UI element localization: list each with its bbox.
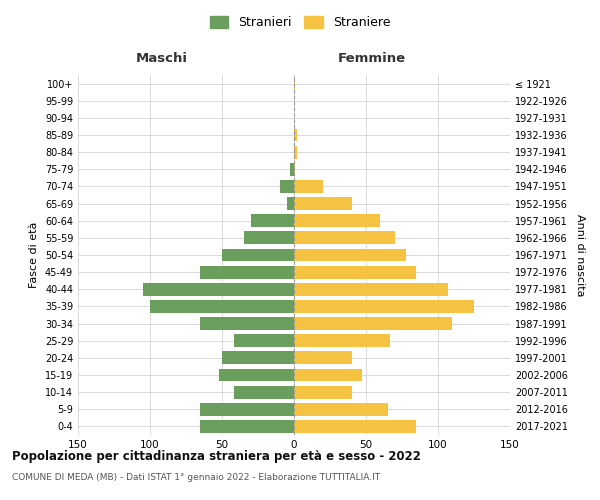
Bar xyxy=(251,214,294,227)
Y-axis label: Anni di nascita: Anni di nascita xyxy=(575,214,584,296)
Bar xyxy=(294,420,416,433)
Bar xyxy=(294,386,352,398)
Bar xyxy=(222,248,294,262)
Bar xyxy=(294,197,352,210)
Bar xyxy=(294,232,395,244)
Bar xyxy=(294,128,297,141)
Bar xyxy=(294,352,352,364)
Bar xyxy=(290,163,294,175)
Text: COMUNE DI MEDA (MB) - Dati ISTAT 1° gennaio 2022 - Elaborazione TUTTITALIA.IT: COMUNE DI MEDA (MB) - Dati ISTAT 1° genn… xyxy=(12,472,380,482)
Bar xyxy=(294,300,474,313)
Bar xyxy=(294,180,323,193)
Bar xyxy=(287,197,294,210)
Bar xyxy=(294,368,362,382)
Bar xyxy=(294,214,380,227)
Bar xyxy=(200,266,294,278)
Bar xyxy=(200,420,294,433)
Bar xyxy=(294,317,452,330)
Text: Femmine: Femmine xyxy=(338,52,406,65)
Y-axis label: Fasce di età: Fasce di età xyxy=(29,222,39,288)
Bar xyxy=(200,403,294,415)
Bar xyxy=(294,403,388,415)
Bar xyxy=(200,317,294,330)
Bar xyxy=(294,266,416,278)
Bar xyxy=(294,334,391,347)
Bar xyxy=(233,386,294,398)
Bar xyxy=(244,232,294,244)
Bar xyxy=(294,283,448,296)
Legend: Stranieri, Straniere: Stranieri, Straniere xyxy=(205,11,395,34)
Bar xyxy=(222,352,294,364)
Bar xyxy=(294,77,295,90)
Bar xyxy=(143,283,294,296)
Bar xyxy=(219,368,294,382)
Bar xyxy=(294,146,297,158)
Bar xyxy=(280,180,294,193)
Bar xyxy=(294,248,406,262)
Text: Maschi: Maschi xyxy=(136,52,188,65)
Bar xyxy=(150,300,294,313)
Bar xyxy=(294,163,295,175)
Text: Popolazione per cittadinanza straniera per età e sesso - 2022: Popolazione per cittadinanza straniera p… xyxy=(12,450,421,463)
Bar xyxy=(233,334,294,347)
